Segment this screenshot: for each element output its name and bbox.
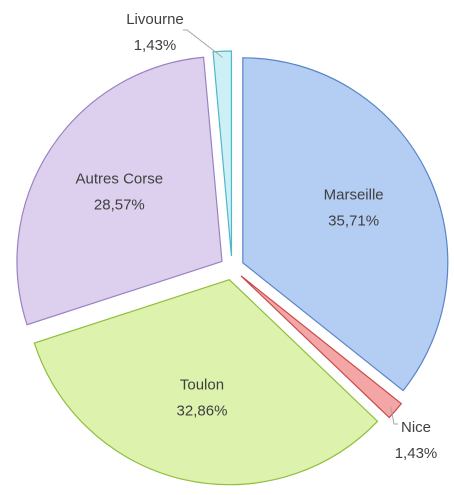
slice-label: Toulon (180, 377, 224, 394)
slice-value-label: 1,43% (134, 37, 177, 54)
slice-label: Autres Corse (76, 171, 164, 188)
slice-value-label: 35,71% (328, 212, 379, 229)
pie-slice (16, 56, 223, 326)
slice-label: Livourne (126, 11, 184, 28)
slice-value-label: 32,86% (177, 403, 228, 420)
leader-line (183, 29, 223, 58)
pie-slice (242, 57, 449, 392)
pie-slice (33, 279, 379, 486)
slice-label: Marseille (324, 186, 384, 203)
pie-slice (240, 275, 403, 419)
slice-value-label: 1,43% (395, 445, 438, 462)
slice-value-label: 28,57% (94, 197, 145, 214)
leader-line (390, 406, 398, 425)
pie-slice (212, 50, 233, 257)
slice-label: Nice (401, 419, 431, 436)
